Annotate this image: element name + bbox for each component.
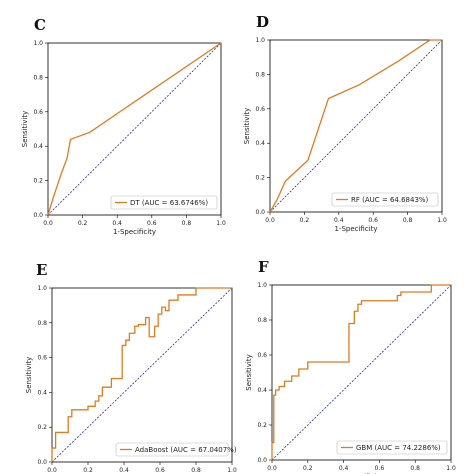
x-tick-label: 0.8 bbox=[410, 465, 420, 472]
y-tick-label: 0.0 bbox=[33, 212, 43, 219]
legend-label: AdaBoost (AUC = 67.0407%) bbox=[135, 446, 237, 454]
panel-letter-f: F bbox=[258, 258, 269, 276]
legend: RF (AUC = 64.6843%) bbox=[331, 192, 439, 207]
y-tick-label: 0.4 bbox=[257, 387, 267, 394]
chance-diagonal bbox=[51, 287, 233, 463]
legend-box bbox=[331, 192, 439, 207]
x-tick-label: 0.4 bbox=[334, 217, 344, 224]
y-axis-label: Sensitivity bbox=[25, 357, 33, 393]
panel-letter-e: E bbox=[36, 261, 47, 279]
panel-d: D 0.0 0.2 0.4 0.6 0.8 1.0 0.0 0.2 0.4 0.6 0.8 1.0 1-S… bbox=[243, 13, 447, 233]
x-tick-label: 0.2 bbox=[300, 217, 310, 224]
legend-label: GBM (AUC = 74.2286%) bbox=[356, 444, 441, 452]
y-tick-label: 0.2 bbox=[33, 178, 43, 185]
roc-curve-e bbox=[51, 287, 232, 462]
axes-frame bbox=[269, 39, 443, 213]
y-tick-label: 0.4 bbox=[33, 143, 43, 150]
x-tick-label: 0.6 bbox=[368, 217, 378, 224]
roc-curve-f bbox=[271, 284, 451, 460]
x-tick-label: 0.2 bbox=[303, 465, 313, 472]
legend: DT (AUC = 63.6746%) bbox=[110, 195, 218, 210]
legend-box bbox=[336, 440, 448, 455]
y-tick-label: 0.4 bbox=[255, 140, 265, 147]
y-tick-label: 0.2 bbox=[257, 422, 267, 429]
roc-curve-c bbox=[47, 42, 222, 216]
x-tick-label: 0.4 bbox=[119, 467, 129, 474]
y-tick-label: 0.2 bbox=[255, 175, 265, 182]
x-tick-label: 0.0 bbox=[267, 465, 277, 472]
y-tick-label: 0.8 bbox=[255, 71, 265, 78]
y-tick-label: 1.0 bbox=[255, 37, 265, 44]
y-tick-label: 0.0 bbox=[37, 459, 47, 466]
y-tick-label: 0.2 bbox=[37, 424, 47, 431]
legend: AdaBoost (AUC = 67.0407%) bbox=[115, 442, 237, 457]
chance-diagonal bbox=[269, 39, 443, 213]
x-tick-label: 0.0 bbox=[47, 467, 57, 474]
legend-box bbox=[115, 442, 229, 457]
legend-label: RF (AUC = 64.6843%) bbox=[351, 196, 429, 204]
x-axis-label: 1-Specificity bbox=[334, 225, 377, 233]
x-tick-label: 0.8 bbox=[191, 467, 201, 474]
panel-e: E0.00.20.40.60.81.00.00.20.40.60.81.01-S… bbox=[25, 261, 237, 474]
x-axis-label: 1-Specificity bbox=[113, 228, 156, 236]
x-tick-label: 0.8 bbox=[403, 217, 413, 224]
x-tick-label: 0.4 bbox=[112, 220, 122, 227]
x-tick-label: 0.8 bbox=[182, 220, 192, 227]
x-tick-label: 1.0 bbox=[216, 220, 226, 227]
legend-label: DT (AUC = 63.6746%) bbox=[130, 199, 208, 207]
x-tick-label: 0.0 bbox=[43, 220, 53, 227]
roc-curve-d bbox=[269, 39, 442, 213]
panel-letter-c: C bbox=[34, 16, 46, 34]
y-tick-label: 0.6 bbox=[255, 106, 265, 113]
legend: GBM (AUC = 74.2286%) bbox=[336, 440, 448, 455]
x-tick-label: 0.6 bbox=[375, 465, 385, 472]
panel-f: F0.00.20.40.60.81.00.00.20.40.60.81.01-S… bbox=[245, 258, 456, 474]
x-tick-label: 0.6 bbox=[155, 467, 165, 474]
panel-letter-d: D bbox=[256, 13, 269, 31]
x-tick-label: 0.4 bbox=[339, 465, 349, 472]
x-tick-label: 1.0 bbox=[437, 217, 447, 224]
axes-frame bbox=[271, 284, 452, 461]
x-tick-label: 1.0 bbox=[446, 465, 456, 472]
y-axis-label: Sensitivity bbox=[243, 108, 251, 144]
y-tick-label: 0.8 bbox=[37, 320, 47, 327]
y-tick-label: 1.0 bbox=[33, 40, 43, 47]
axes-frame bbox=[47, 42, 222, 216]
y-tick-label: 1.0 bbox=[257, 282, 267, 289]
y-axis-label: Sensitivity bbox=[21, 111, 29, 147]
y-tick-label: 0.6 bbox=[33, 109, 43, 116]
x-tick-label: 1.0 bbox=[227, 467, 237, 474]
x-tick-label: 0.0 bbox=[265, 217, 275, 224]
y-tick-label: 0.0 bbox=[255, 209, 265, 216]
x-tick-label: 0.2 bbox=[78, 220, 88, 227]
y-tick-label: 0.0 bbox=[257, 457, 267, 464]
y-tick-label: 0.8 bbox=[257, 317, 267, 324]
y-tick-label: 1.0 bbox=[37, 285, 47, 292]
legend-box bbox=[110, 195, 218, 210]
y-axis-label: Sensitivity bbox=[245, 354, 253, 390]
x-tick-label: 0.6 bbox=[147, 220, 157, 227]
axes-frame bbox=[51, 287, 233, 463]
x-tick-label: 0.2 bbox=[83, 467, 93, 474]
y-tick-label: 0.6 bbox=[37, 355, 47, 362]
y-tick-label: 0.4 bbox=[37, 389, 47, 396]
panel-c: C 0.0 0.2 0.4 0.6 0.8 1.0 0.0 0.2 0.4 0.6 0.8 1.0 1-S… bbox=[21, 16, 226, 236]
chance-diagonal bbox=[47, 42, 222, 216]
y-tick-label: 0.6 bbox=[257, 352, 267, 359]
y-tick-label: 0.8 bbox=[33, 74, 43, 81]
